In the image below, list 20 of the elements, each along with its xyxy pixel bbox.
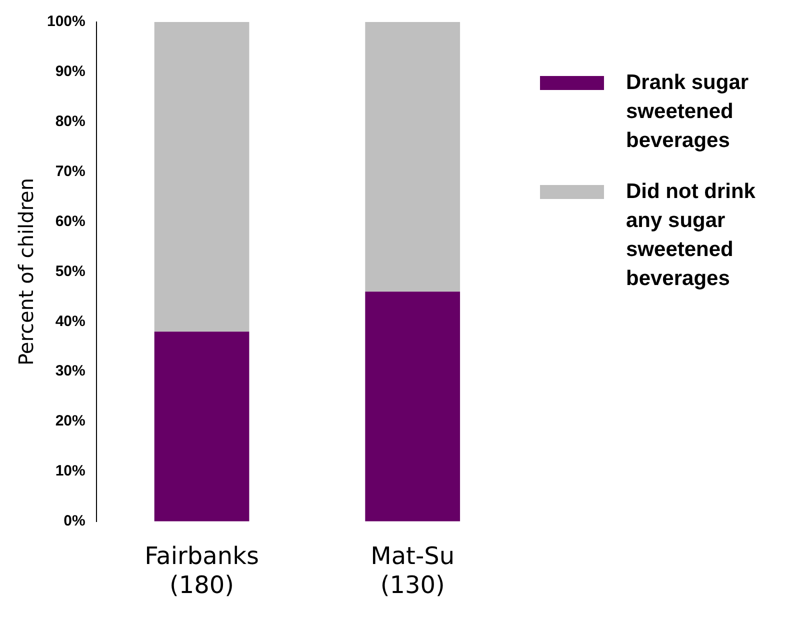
bar bbox=[365, 292, 460, 522]
legend-label: Did not drink any sugar sweetened beverages bbox=[626, 179, 756, 292]
legend-label: Drank sugar sweetened beverages bbox=[626, 70, 750, 154]
y-tick-label: 10% bbox=[55, 462, 86, 480]
y-tick-label: 90% bbox=[55, 63, 86, 80]
x-tick-label: Mat-Su (130) bbox=[370, 542, 455, 599]
y-tick-label: 70% bbox=[55, 162, 86, 180]
y-axis-title: Percent of children bbox=[14, 178, 38, 366]
y-tick-label: 20% bbox=[55, 412, 86, 430]
y-tick-label: 30% bbox=[55, 362, 86, 380]
bar bbox=[154, 332, 250, 522]
y-tick-label: 0% bbox=[64, 512, 86, 530]
y-tick-label: 100% bbox=[46, 13, 86, 30]
y-tick-label: 40% bbox=[55, 312, 86, 330]
y-tick-label: 80% bbox=[55, 113, 86, 130]
bar bbox=[154, 22, 250, 332]
y-tick-label: 50% bbox=[55, 262, 86, 280]
y-tick-label: 60% bbox=[55, 212, 86, 230]
x-tick-label: Fairbanks (180) bbox=[144, 542, 259, 599]
bar bbox=[365, 22, 460, 292]
